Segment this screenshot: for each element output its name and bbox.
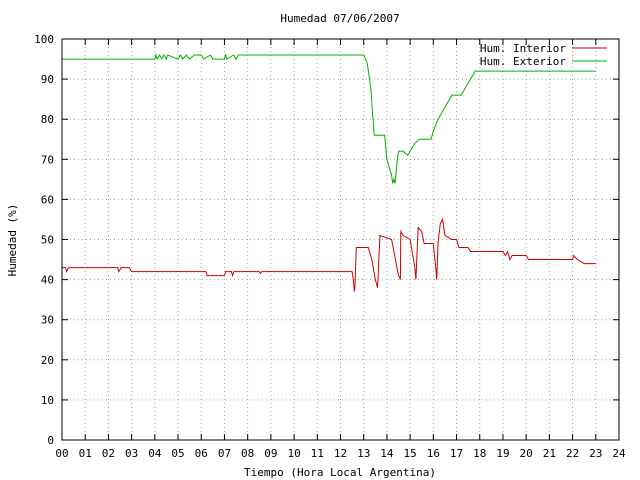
x-tick-label: 13 [357,447,370,460]
x-tick-label: 15 [404,447,417,460]
x-tick-label: 10 [287,447,300,460]
x-tick-label: 04 [148,447,162,460]
x-tick-label: 19 [496,447,509,460]
x-axis-label: Tiempo (Hora Local Argentina) [244,466,436,479]
x-tick-label: 16 [427,447,440,460]
legend-label: Hum. Interior [480,42,566,55]
x-tick-label: 21 [543,447,556,460]
y-tick-label: 100 [34,33,54,46]
x-tick-label: 03 [125,447,138,460]
x-tick-label: 22 [566,447,579,460]
x-tick-label: 06 [195,447,208,460]
x-tick-label: 14 [380,447,394,460]
series-line-exterior [62,53,596,184]
x-tick-label: 18 [473,447,486,460]
y-tick-label: 0 [47,434,54,447]
y-tick-label: 20 [41,354,54,367]
y-tick-label: 60 [41,193,54,206]
x-tick-label: 24 [612,447,626,460]
plot-frame [61,38,620,441]
series-lines [62,53,596,292]
y-axis-label: Humedad (%) [6,204,19,277]
legend-label: Hum. Exterior [480,55,566,68]
x-tick-label: 11 [311,447,324,460]
x-tick-label: 17 [450,447,463,460]
y-tick-label: 50 [41,234,54,247]
x-tick-label: 00 [55,447,68,460]
y-tick-label: 90 [41,73,54,86]
x-tick-label: 09 [264,447,277,460]
y-tick-label: 40 [41,274,54,287]
x-tick-label: 08 [241,447,254,460]
chart-title: Humedad 07/06/2007 [280,12,399,25]
y-tick-label: 10 [41,394,54,407]
x-tick-label: 23 [589,447,602,460]
series-line-interior [62,217,596,292]
x-tick-label: 07 [218,447,231,460]
x-tick-label: 02 [102,447,115,460]
x-tick-label: 12 [334,447,347,460]
y-tick-label: 30 [41,314,54,327]
y-tick-label: 70 [41,153,54,166]
y-tick-label: 80 [41,113,54,126]
y-axis-ticks: 0 10 20 30 40 50 60 70 80 90 100 [34,33,619,447]
x-tick-label: 01 [79,447,92,460]
x-tick-label: 20 [520,447,533,460]
x-axis-ticks: 00 01 02 03 04 05 06 07 08 09 10 11 12 13 14 15 16 17 18 19… [55,39,626,460]
x-tick-label: 05 [171,447,184,460]
grid [62,39,619,440]
